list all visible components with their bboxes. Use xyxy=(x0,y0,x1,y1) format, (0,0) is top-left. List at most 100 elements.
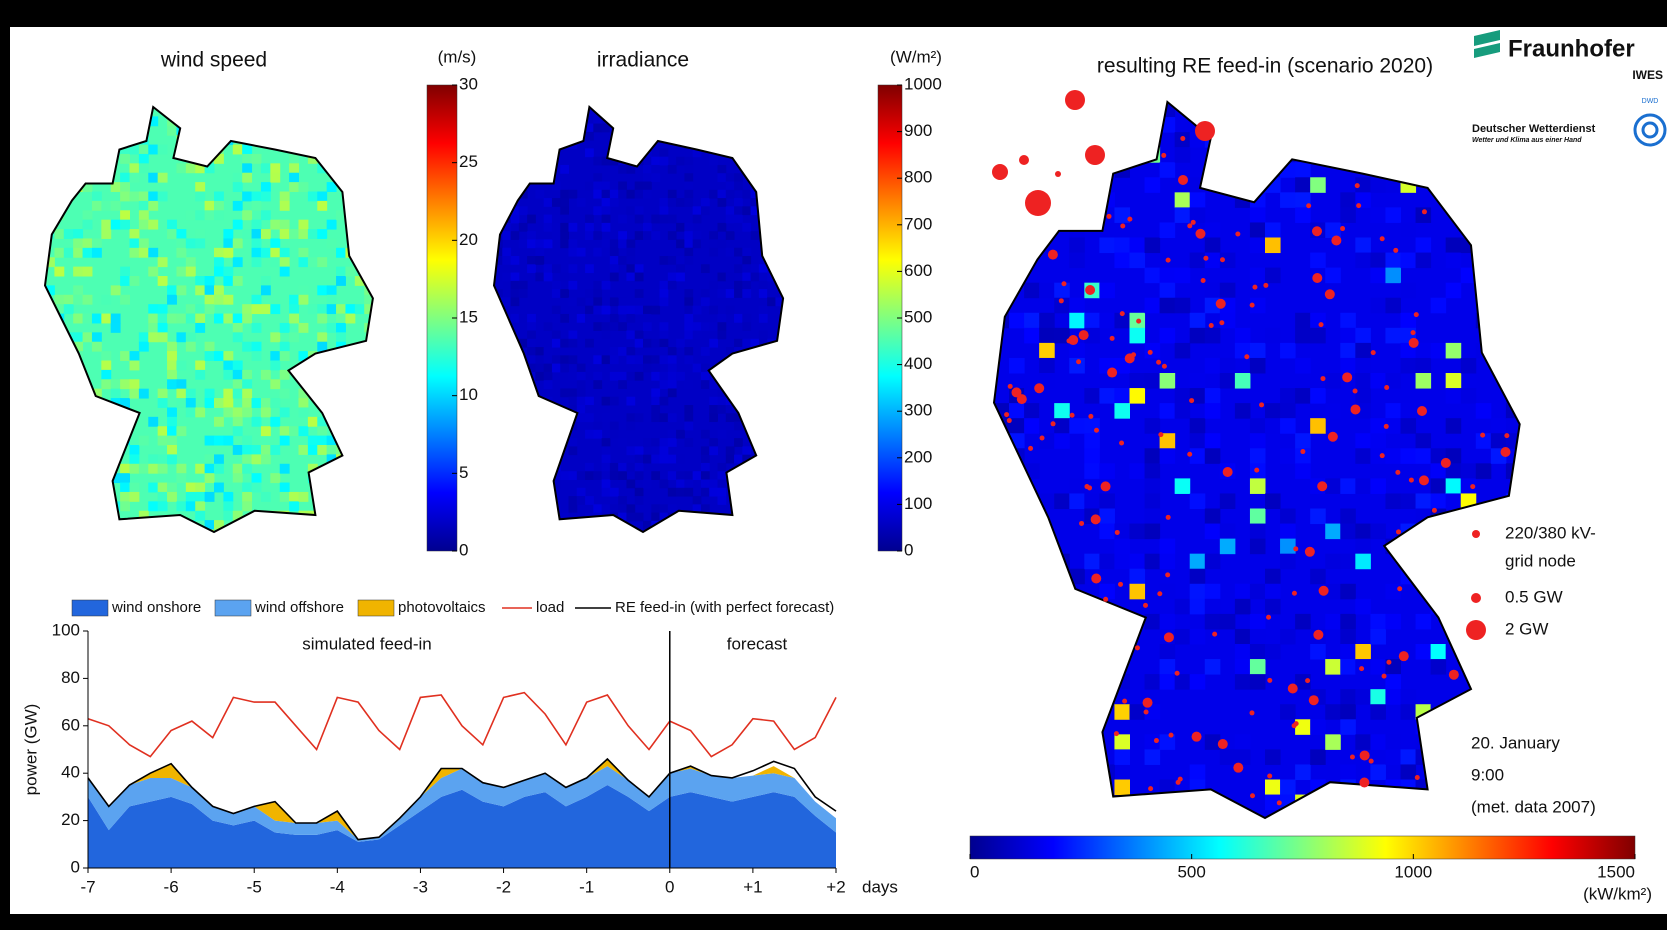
map-cell xyxy=(519,289,528,298)
map-cell xyxy=(742,190,751,199)
map-cell xyxy=(585,264,594,273)
map-cell xyxy=(1190,373,1206,389)
grid-node xyxy=(1480,433,1485,438)
map-cell xyxy=(186,163,196,173)
map-cell xyxy=(626,355,635,364)
map-cell xyxy=(158,483,168,493)
grid-node xyxy=(1419,475,1429,485)
map-cell xyxy=(1295,388,1311,404)
grid-node xyxy=(1305,547,1315,557)
map-cell xyxy=(176,332,186,342)
map-cell xyxy=(577,198,586,207)
grid-node xyxy=(1504,433,1509,438)
map-cell xyxy=(1385,749,1401,765)
map-cell xyxy=(280,323,290,333)
map-cell xyxy=(560,471,569,480)
map-cell xyxy=(195,464,205,474)
map-cell xyxy=(242,483,252,493)
map-cell xyxy=(176,314,186,324)
map-cell xyxy=(1401,313,1417,329)
map-title: resulting RE feed-in (scenario 2020) xyxy=(1097,55,1433,78)
map-cell xyxy=(618,463,627,472)
map-cell xyxy=(158,464,168,474)
map-title: wind speed xyxy=(160,49,267,72)
map-cell xyxy=(270,361,280,371)
grid-node xyxy=(1059,298,1064,303)
map-cell xyxy=(651,455,660,464)
map-cell xyxy=(111,323,121,333)
map-cell xyxy=(1385,298,1401,314)
grid-node xyxy=(1371,350,1376,355)
map-cell xyxy=(1114,704,1130,720)
grid-node xyxy=(1250,303,1255,308)
map-cell xyxy=(1355,554,1371,570)
grid-node xyxy=(1312,273,1322,283)
map-cell xyxy=(1280,403,1296,419)
map-cell xyxy=(684,173,693,182)
map-cell xyxy=(502,256,511,265)
map-cell xyxy=(223,295,233,305)
map-cell xyxy=(560,198,569,207)
map-cell xyxy=(1355,253,1371,269)
map-cell xyxy=(602,239,611,248)
map-cell xyxy=(635,355,644,364)
map-cell xyxy=(759,273,768,282)
map-cell xyxy=(618,289,627,298)
map-cell xyxy=(167,407,177,417)
map-cell xyxy=(718,223,727,232)
map-cell xyxy=(585,306,594,315)
colorbar-label: (m/s) xyxy=(438,47,477,66)
map-cell xyxy=(602,455,611,464)
map-cell xyxy=(1431,343,1447,359)
map-cell xyxy=(270,351,280,361)
map-cell xyxy=(1235,328,1251,344)
map-cell xyxy=(660,397,669,406)
grid-node xyxy=(1233,763,1243,773)
map-cell xyxy=(214,483,224,493)
map-cell xyxy=(693,471,702,480)
map-cell xyxy=(1265,493,1281,509)
map-cell xyxy=(676,157,685,166)
map-cell xyxy=(1416,433,1432,449)
map-cell xyxy=(1370,268,1386,284)
map-cell xyxy=(1160,162,1176,178)
map-cell xyxy=(1114,388,1130,404)
grid-node xyxy=(1399,651,1409,661)
map-cell xyxy=(1160,554,1176,570)
map-cell xyxy=(602,331,611,340)
map-cell xyxy=(280,436,290,446)
map-cell xyxy=(1370,704,1386,720)
map-cell xyxy=(261,304,271,314)
map-cell xyxy=(593,281,602,290)
map-cell xyxy=(130,445,140,455)
map-cell xyxy=(280,229,290,239)
map-cell xyxy=(54,267,64,277)
map-cell xyxy=(1190,192,1206,208)
map-cell xyxy=(1160,584,1176,600)
map-cell xyxy=(336,267,346,277)
map-cell xyxy=(242,192,252,202)
map-cell xyxy=(519,281,528,290)
map-cell xyxy=(1385,403,1401,419)
map-cell xyxy=(299,257,309,267)
grid-node xyxy=(1070,413,1075,418)
map-cell xyxy=(593,380,602,389)
map-cell xyxy=(1355,373,1371,389)
grid-node xyxy=(1131,352,1136,357)
colorbar-tick-label: 1000 xyxy=(904,74,942,93)
map-cell xyxy=(610,273,619,282)
map-cell xyxy=(660,148,669,157)
map-cell xyxy=(1340,192,1356,208)
map-cell xyxy=(148,417,158,427)
map-cell xyxy=(1160,283,1176,299)
map-cell xyxy=(635,463,644,472)
map-cell xyxy=(1340,358,1356,374)
map-cell xyxy=(214,248,224,258)
map-cell xyxy=(742,223,751,232)
colorbar-label: (W/m²) xyxy=(890,47,942,66)
map-cell xyxy=(577,413,586,422)
map-cell xyxy=(195,314,205,324)
map-cell xyxy=(626,331,635,340)
map-cell xyxy=(511,273,520,282)
map-cell xyxy=(214,285,224,295)
